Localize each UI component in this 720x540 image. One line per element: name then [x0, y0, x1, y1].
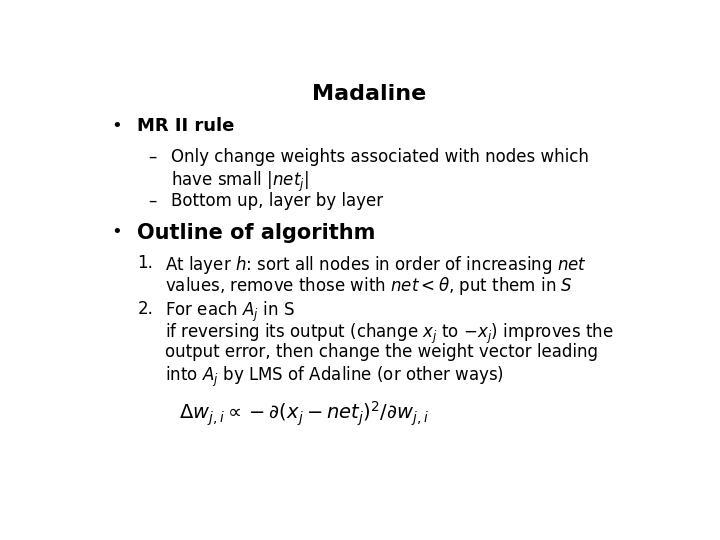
Text: •: • [111, 117, 122, 135]
Text: 2.: 2. [138, 300, 153, 318]
Text: At layer $h$: sort all nodes in order of increasing $net$: At layer $h$: sort all nodes in order of… [166, 254, 588, 276]
Text: output error, then change the weight vector leading: output error, then change the weight vec… [166, 343, 598, 361]
Text: Outline of algorithm: Outline of algorithm [138, 223, 376, 243]
Text: values, remove those with $net < \theta$, put them in $S$: values, remove those with $net < \theta$… [166, 275, 573, 297]
Text: have small $|net_j|$: have small $|net_j|$ [171, 170, 309, 194]
Text: –: – [148, 148, 157, 166]
Text: Bottom up, layer by layer: Bottom up, layer by layer [171, 192, 383, 210]
Text: –: – [148, 192, 157, 210]
Text: For each $A_j$ in S: For each $A_j$ in S [166, 300, 295, 324]
Text: 1.: 1. [138, 254, 153, 272]
Text: MR II rule: MR II rule [138, 117, 235, 135]
Text: $\Delta w_{j,i} \propto -\partial(x_j - net_j)^2 / \partial w_{j,i}$: $\Delta w_{j,i} \propto -\partial(x_j - … [179, 400, 429, 428]
Text: Only change weights associated with nodes which: Only change weights associated with node… [171, 148, 589, 166]
Text: Madaline: Madaline [312, 84, 426, 104]
Text: •: • [111, 223, 122, 241]
Text: into $A_j$ by LMS of Adaline (or other ways): into $A_j$ by LMS of Adaline (or other w… [166, 364, 505, 389]
Text: if reversing its output (change $x_j$ to $\mathrm{-}x_j$) improves the: if reversing its output (change $x_j$ to… [166, 321, 613, 346]
